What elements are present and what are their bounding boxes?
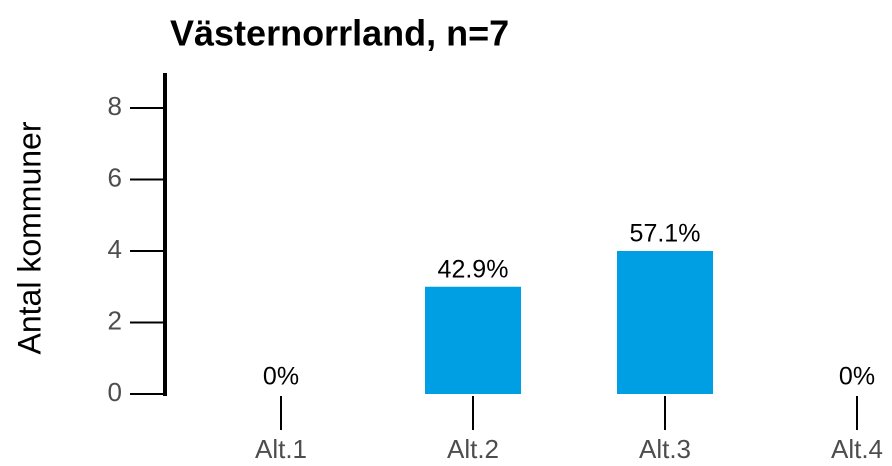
x-tick-label: Alt.1 — [255, 434, 307, 464]
y-tick-label: 4 — [108, 234, 122, 264]
data-label: 0% — [263, 363, 299, 391]
y-tick-label: 0 — [108, 377, 122, 407]
chart-title: Västernorrland, n=7 — [170, 13, 509, 54]
y-tick-label: 6 — [108, 162, 122, 192]
y-tick-label: 8 — [108, 91, 122, 121]
bar — [425, 286, 521, 394]
data-label: 0% — [839, 363, 875, 391]
x-tick-label: Alt.2 — [447, 434, 499, 464]
data-label: 42.9% — [438, 255, 509, 283]
bar — [617, 251, 713, 394]
y-axis-label: Antal kommuner — [11, 121, 47, 354]
data-label: 57.1% — [630, 220, 701, 248]
x-tick-label: Alt.4 — [831, 434, 883, 464]
x-tick-label: Alt.3 — [639, 434, 691, 464]
y-tick-label: 2 — [108, 305, 122, 335]
